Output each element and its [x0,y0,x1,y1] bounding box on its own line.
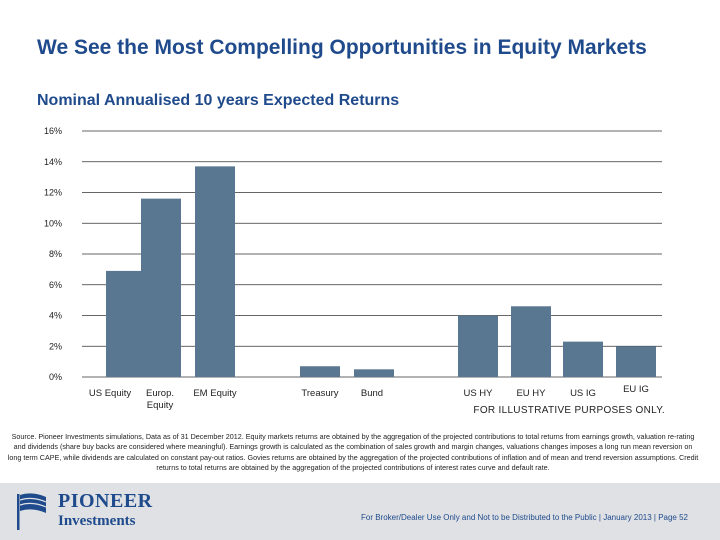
footer-bar: PIONEER Investments For Broker/Dealer Us… [0,483,720,540]
bar [354,369,394,377]
y-tick-label: 12% [44,188,62,198]
x-tick-label: US HY [463,388,493,399]
bar [300,366,340,377]
y-tick-label: 14% [44,157,62,167]
x-tick-label: US Equity [89,388,131,399]
x-tick-label: Europ. Equity [146,388,174,411]
y-tick-label: 16% [44,126,62,136]
bar [458,315,498,377]
bar [106,270,146,377]
bar [563,341,603,377]
logo-name: PIONEER [58,490,153,512]
illustrative-note: FOR ILLUSTRATIVE PURPOSES ONLY. [473,405,665,416]
x-tick-label: US IG [570,388,596,399]
footer-disclaimer: For Broker/Dealer Use Only and Not to be… [361,513,688,522]
pioneer-logo: PIONEER Investments [14,489,184,533]
x-tick-label: Bund [361,388,383,399]
y-tick-label: 10% [44,218,62,228]
x-tick-label: EM Equity [193,388,237,399]
y-tick-label: 2% [49,341,62,351]
slide-title: We See the Most Compelling Opportunities… [37,36,647,59]
bar-chart: 0% 2% 4% 6% 8% 10% 12% 14% 16% US Equity Europ. Equ… [44,126,662,411]
bar [616,346,656,377]
y-tick-label: 4% [49,311,62,321]
y-tick-label: 8% [49,249,62,259]
y-tick-label: 0% [49,372,62,382]
pioneer-flag-icon [17,493,47,530]
chart-subtitle: Nominal Annualised 10 years Expected Ret… [37,92,400,109]
x-tick-label: Treasury [301,388,338,399]
bar [141,198,181,377]
y-tick-label: 6% [49,280,62,290]
bar [511,306,551,377]
x-tick-label: EU HY [516,388,546,399]
source-footnote: Source. Pioneer Investments simulations,… [7,432,699,472]
x-tick-label: EU IG [623,384,649,395]
bar [195,166,235,377]
logo-subname: Investments [58,513,136,529]
